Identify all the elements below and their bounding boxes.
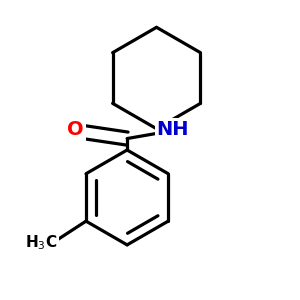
- Text: H$_3$C: H$_3$C: [25, 234, 57, 252]
- Text: NH: NH: [157, 120, 189, 139]
- Text: O: O: [68, 120, 84, 139]
